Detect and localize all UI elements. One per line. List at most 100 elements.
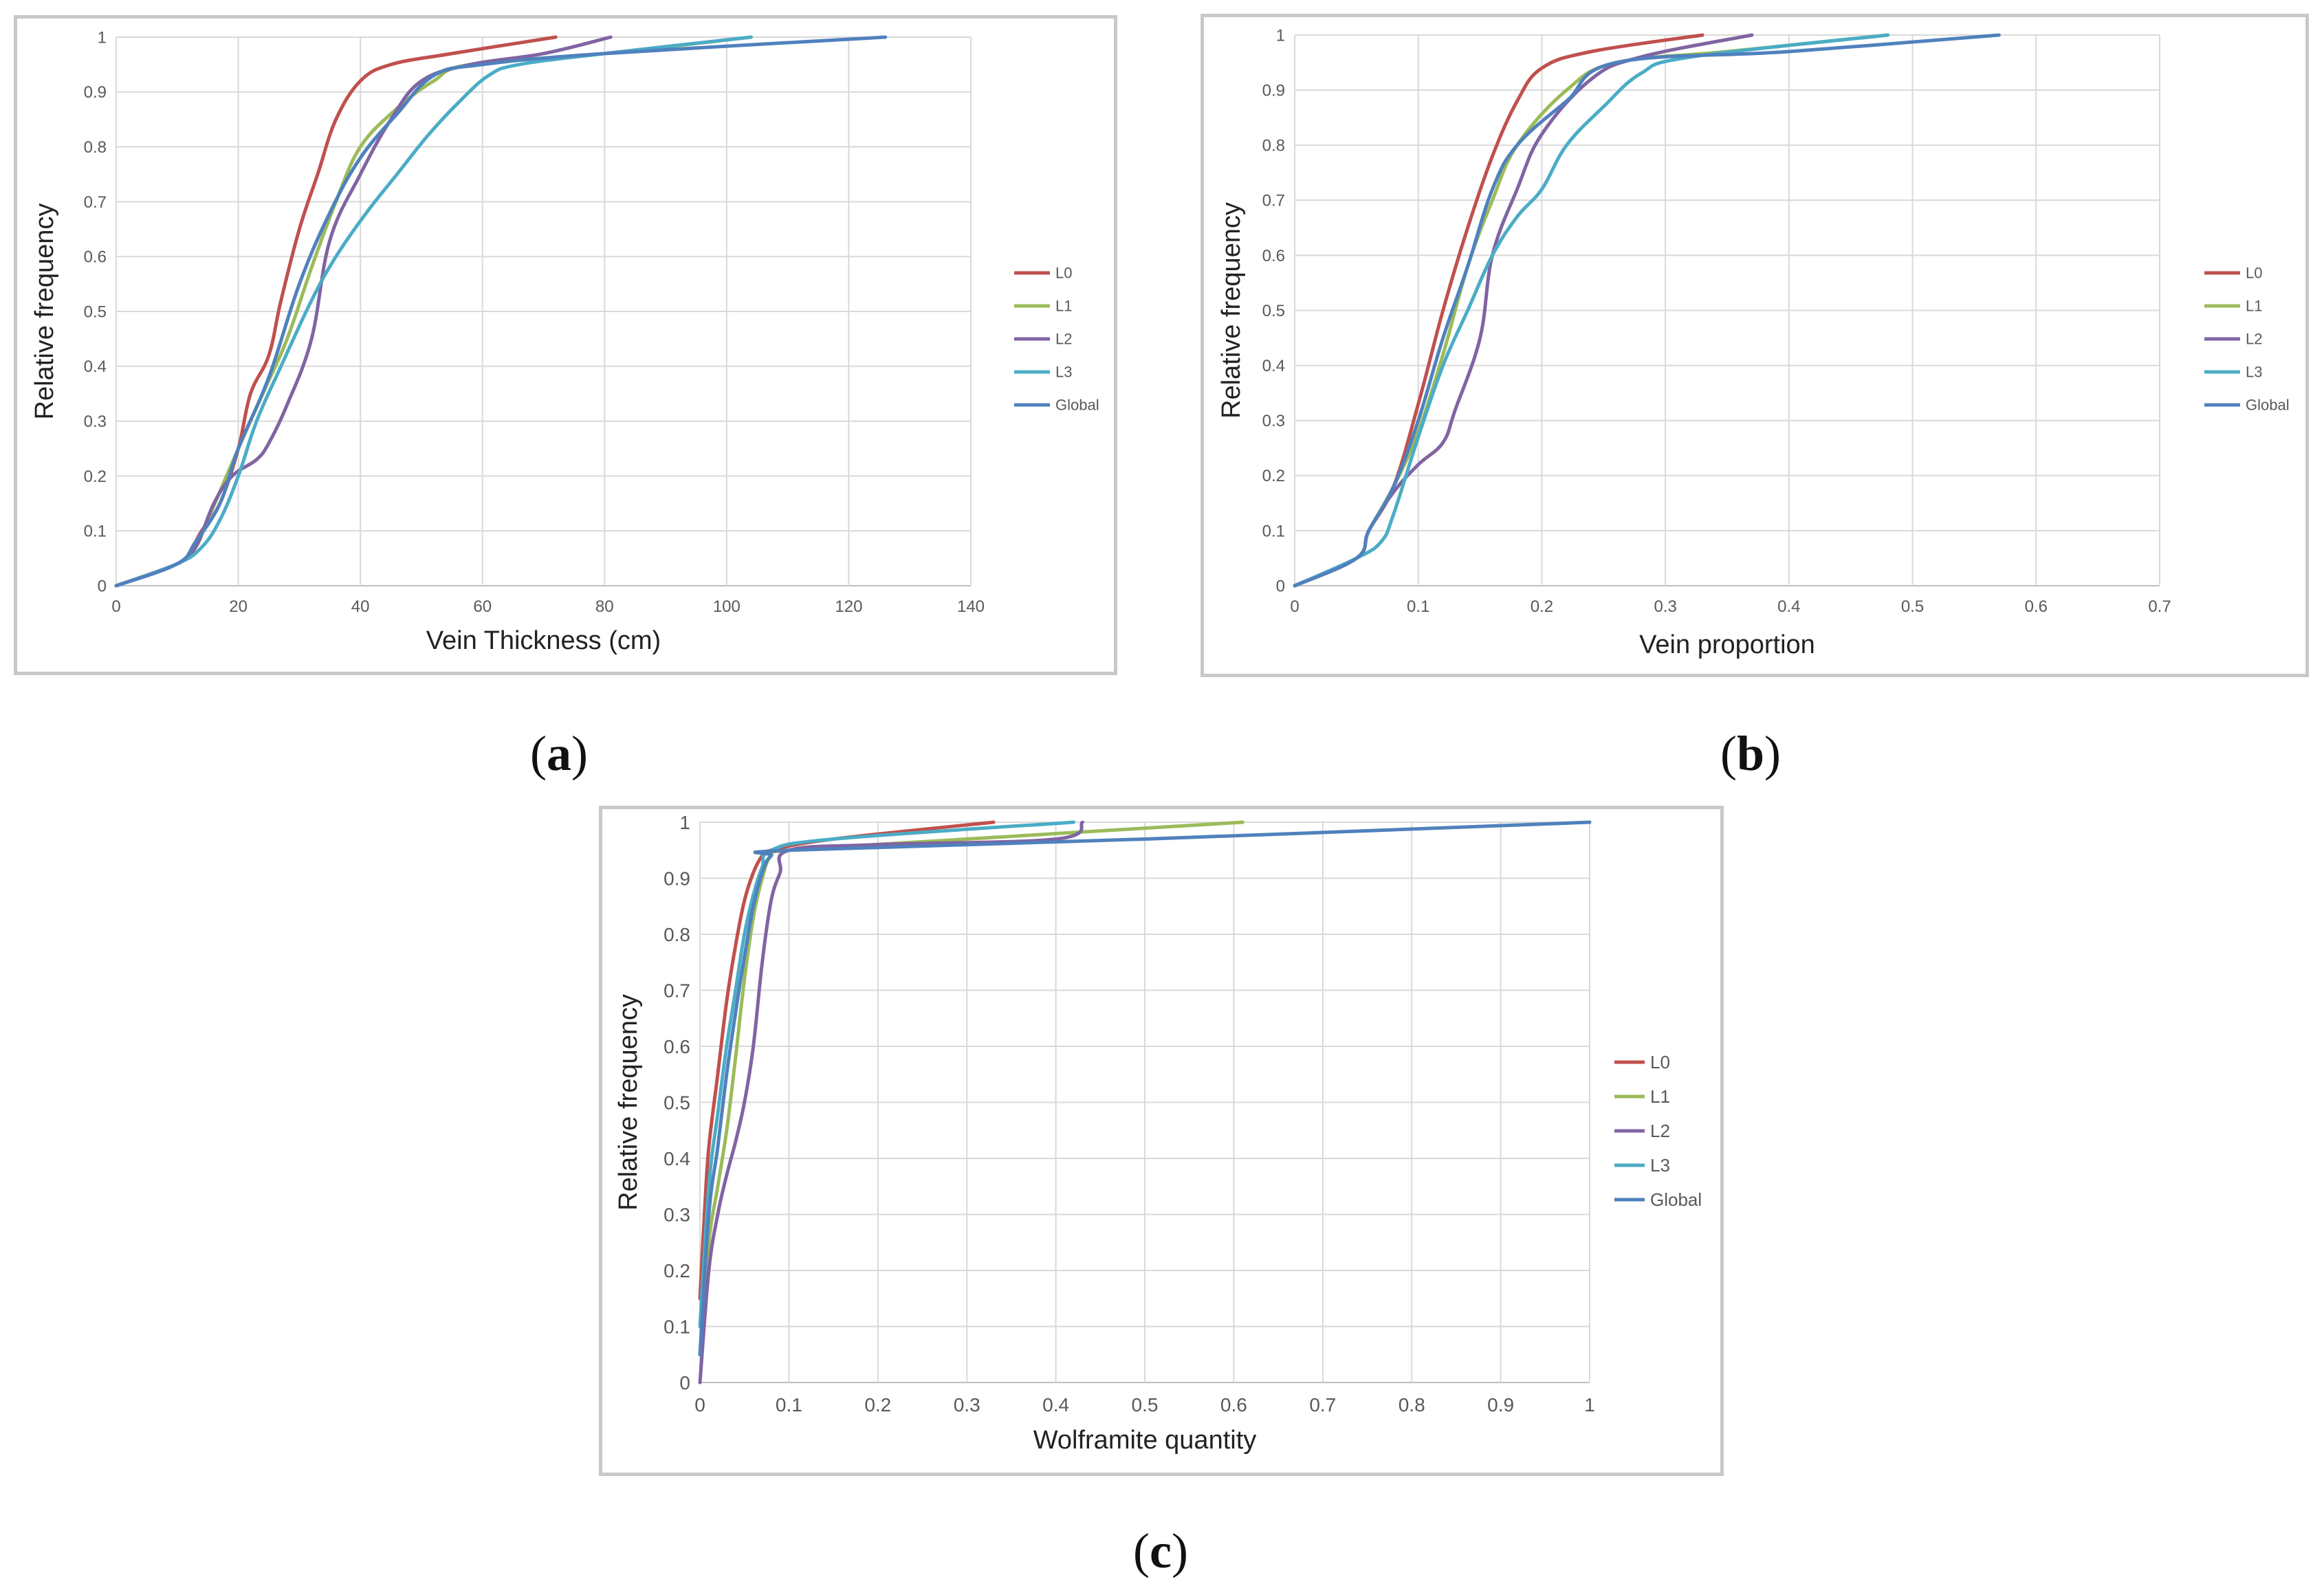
series-line-l1 xyxy=(698,820,1245,1356)
y-tick-label: 0 xyxy=(679,1372,690,1394)
legend-label-l1: L1 xyxy=(1650,1086,1670,1107)
series-line-l0 xyxy=(698,820,996,1301)
y-tick-label: 0.9 xyxy=(664,868,690,889)
y-tick-label: 0 xyxy=(98,577,107,595)
legend-label-global: Global xyxy=(1055,397,1099,414)
x-tick-label: 0.8 xyxy=(1399,1394,1425,1416)
y-tick-label: 0.8 xyxy=(84,138,107,157)
x-axis-label: Vein proportion xyxy=(1639,630,1815,659)
y-tick-label: 0.8 xyxy=(1262,137,1285,155)
x-tick-label: 0.1 xyxy=(776,1394,802,1416)
legend-label-l1: L1 xyxy=(2246,298,2262,315)
x-tick-label: 0.7 xyxy=(2148,597,2171,616)
y-tick-label: 0.4 xyxy=(84,357,107,376)
legend-label-global: Global xyxy=(2246,397,2290,414)
x-axis-label: Wolframite quantity xyxy=(1033,1426,1257,1455)
series-line-l2 xyxy=(698,820,1084,1385)
series-line-l3 xyxy=(698,820,1075,1328)
x-tick-label: 0.2 xyxy=(1531,597,1553,616)
y-tick-label: 0.1 xyxy=(1262,522,1285,540)
series-line-global xyxy=(1293,33,2001,588)
x-tick-label: 0.5 xyxy=(1901,597,1924,616)
y-axis-label: Relative frequency xyxy=(614,994,643,1211)
y-tick-label: 0 xyxy=(1276,577,1285,595)
series-line-l3 xyxy=(114,35,753,588)
legend-label-l0: L0 xyxy=(1055,265,1072,282)
series-line-global xyxy=(114,35,888,588)
x-tick-label: 60 xyxy=(473,597,492,616)
x-tick-label: 0.6 xyxy=(2025,597,2048,616)
y-tick-label: 0.7 xyxy=(84,193,107,212)
x-tick-label: 80 xyxy=(595,597,614,616)
y-tick-label: 0.3 xyxy=(84,412,107,431)
y-tick-label: 0.6 xyxy=(1262,247,1285,265)
x-axis-label: Vein Thickness (cm) xyxy=(426,626,661,655)
x-tick-label: 0 xyxy=(111,597,120,616)
y-tick-label: 1 xyxy=(1276,26,1285,45)
x-tick-label: 140 xyxy=(957,597,985,616)
x-tick-label: 100 xyxy=(713,597,741,616)
caption-b: (b) xyxy=(1720,726,1782,781)
legend-label-l2: L2 xyxy=(1650,1121,1670,1141)
x-tick-label: 0.2 xyxy=(864,1394,891,1416)
y-tick-label: 0.9 xyxy=(84,83,107,102)
y-tick-label: 0.7 xyxy=(664,980,690,1001)
y-tick-label: 0.6 xyxy=(84,248,107,267)
legend-label-l3: L3 xyxy=(1650,1155,1670,1176)
legend-label-l3: L3 xyxy=(2246,364,2262,381)
caption-c-label: c xyxy=(1149,1523,1172,1578)
caption-a: (a) xyxy=(530,726,588,781)
y-tick-label: 0.5 xyxy=(84,302,107,321)
x-tick-label: 0.5 xyxy=(1132,1394,1159,1416)
y-tick-label: 1 xyxy=(98,28,107,47)
y-axis-label: Relative frequency xyxy=(30,203,59,420)
y-tick-label: 0.6 xyxy=(664,1036,690,1057)
series-line-l3 xyxy=(1293,33,1890,588)
x-tick-label: 20 xyxy=(229,597,248,616)
legend-label-l2: L2 xyxy=(1055,331,1072,348)
legend-label-l0: L0 xyxy=(2246,265,2262,282)
y-tick-label: 0.3 xyxy=(664,1204,690,1225)
caption-c: (c) xyxy=(1133,1523,1188,1578)
x-tick-label: 0.9 xyxy=(1487,1394,1514,1416)
chart-b-svg: 0 0.1 0.2 0.3 0.4 0.5 0.6 0.7 0.8 0.9 1 0 0.1 0.2 0.3 0… xyxy=(1217,26,2290,659)
y-tick-label: 0.5 xyxy=(664,1092,690,1113)
x-tick-label: 40 xyxy=(351,597,370,616)
y-tick-label: 0.4 xyxy=(1262,357,1285,375)
x-tick-label: 0.3 xyxy=(954,1394,980,1416)
chart-c-svg: 0 0.1 0.2 0.3 0.4 0.5 0.6 0.7 0.8 0.9 1 0 0.1 0.2 0.3 0… xyxy=(614,812,1702,1455)
x-tick-label: 0.4 xyxy=(1042,1394,1069,1416)
y-tick-label: 0.1 xyxy=(84,522,107,541)
y-axis-label: Relative frequency xyxy=(1217,202,1246,419)
chart-a-svg: 0 0.1 0.2 0.3 0.4 0.5 0.6 0.7 0.8 0.9 1 0 20 40 60 80 10… xyxy=(30,28,1099,655)
legend-label-l0: L0 xyxy=(1650,1052,1670,1072)
x-tick-label: 0 xyxy=(1290,597,1299,616)
y-tick-label: 0.2 xyxy=(1262,467,1285,485)
x-tick-label: 0.4 xyxy=(1777,597,1800,616)
y-tick-label: 0.4 xyxy=(664,1148,690,1169)
y-tick-label: 0.7 xyxy=(1262,192,1285,210)
x-tick-label: 0.7 xyxy=(1309,1394,1336,1416)
y-tick-label: 0.1 xyxy=(664,1316,690,1337)
y-tick-label: 0.8 xyxy=(664,924,690,945)
x-tick-label: 0 xyxy=(694,1394,705,1416)
caption-b-label: b xyxy=(1736,726,1765,781)
y-tick-label: 0.5 xyxy=(1262,302,1285,320)
chart-panel-c: 0 0.1 0.2 0.3 0.4 0.5 0.6 0.7 0.8 0.9 1 0 0.1 0.2 0.3 0… xyxy=(599,806,1724,1476)
caption-a-label: a xyxy=(546,726,571,781)
legend-label-l3: L3 xyxy=(1055,364,1072,381)
series-line-global xyxy=(698,820,1592,1356)
legend-label-l1: L1 xyxy=(1055,298,1072,315)
y-tick-label: 0.3 xyxy=(1262,412,1285,430)
x-tick-label: 0.6 xyxy=(1220,1394,1247,1416)
x-tick-label: 1 xyxy=(1584,1394,1595,1416)
chart-panel-a: 0 0.1 0.2 0.3 0.4 0.5 0.6 0.7 0.8 0.9 1 0 20 40 60 80 10… xyxy=(14,15,1117,675)
x-tick-label: 120 xyxy=(835,597,862,616)
y-tick-label: 1 xyxy=(679,812,690,833)
y-tick-label: 0.2 xyxy=(664,1260,690,1281)
y-tick-label: 0.2 xyxy=(84,467,107,486)
x-tick-label: 0.3 xyxy=(1654,597,1676,616)
y-tick-label: 0.9 xyxy=(1262,82,1285,100)
chart-panel-b: 0 0.1 0.2 0.3 0.4 0.5 0.6 0.7 0.8 0.9 1 0 0.1 0.2 0.3 0… xyxy=(1201,14,2309,677)
x-tick-label: 0.1 xyxy=(1407,597,1429,616)
